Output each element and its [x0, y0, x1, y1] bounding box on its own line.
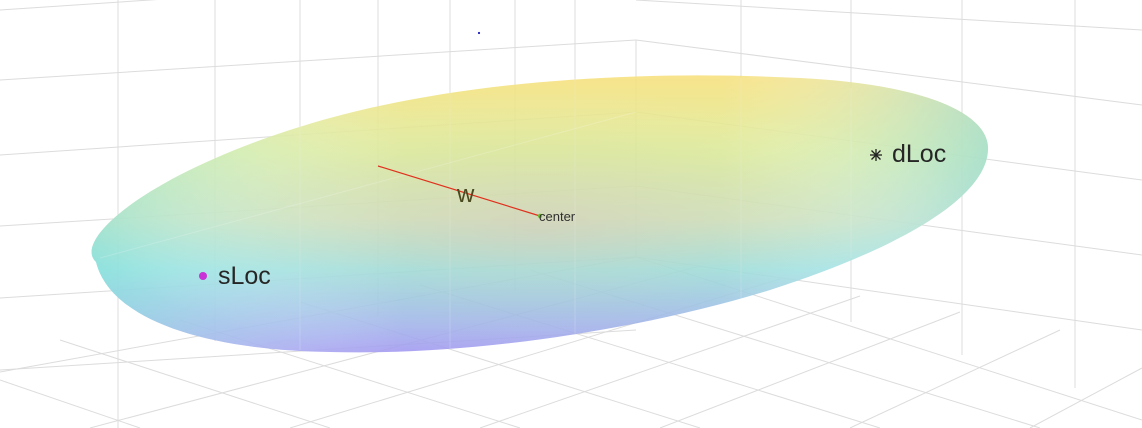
w-vector-label: w	[456, 181, 475, 208]
destination-location-label: dLoc	[892, 140, 946, 168]
source-location-marker	[199, 272, 207, 280]
center-marker	[537, 213, 543, 219]
w-vector-line	[377, 165, 541, 217]
center-label: center	[539, 209, 576, 224]
destination-location-marker	[870, 149, 882, 161]
source-location-label: sLoc	[218, 262, 271, 290]
stray-point	[477, 31, 481, 35]
